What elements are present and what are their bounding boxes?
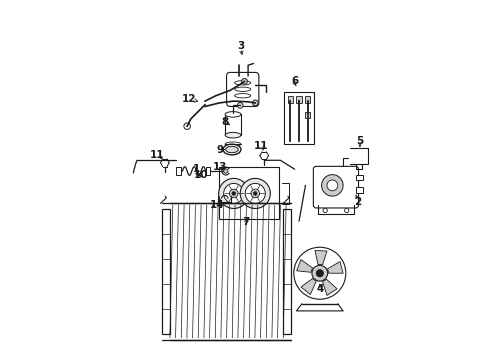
Circle shape <box>311 265 327 281</box>
Text: 2: 2 <box>353 197 360 207</box>
Text: 5: 5 <box>356 136 363 146</box>
Polygon shape <box>296 260 312 272</box>
Circle shape <box>321 175 343 196</box>
Bar <box>283 209 290 334</box>
Ellipse shape <box>234 94 250 98</box>
Bar <box>205 167 210 175</box>
Text: 1: 1 <box>192 164 199 174</box>
Text: 14: 14 <box>210 200 224 210</box>
Text: 4: 4 <box>315 284 323 294</box>
Text: 6: 6 <box>290 76 298 86</box>
Polygon shape <box>322 279 336 296</box>
Circle shape <box>240 179 270 208</box>
Bar <box>305 112 309 118</box>
Circle shape <box>183 123 190 130</box>
Bar <box>305 96 309 103</box>
Circle shape <box>229 189 238 198</box>
Ellipse shape <box>225 146 238 153</box>
Circle shape <box>223 169 227 173</box>
Polygon shape <box>327 262 343 273</box>
Circle shape <box>326 180 337 191</box>
Circle shape <box>244 183 265 203</box>
Ellipse shape <box>224 142 241 146</box>
Circle shape <box>241 78 247 84</box>
Bar <box>176 167 181 175</box>
Circle shape <box>218 179 248 208</box>
Bar <box>355 187 362 193</box>
Ellipse shape <box>234 87 250 91</box>
Circle shape <box>323 208 326 213</box>
Circle shape <box>231 192 235 195</box>
Text: 9: 9 <box>217 144 224 154</box>
Text: 8: 8 <box>221 117 228 127</box>
Ellipse shape <box>223 144 241 155</box>
Text: 12: 12 <box>182 94 196 104</box>
Bar <box>355 175 362 180</box>
Bar <box>169 203 283 339</box>
Ellipse shape <box>224 112 241 117</box>
Text: 7: 7 <box>242 217 249 227</box>
Circle shape <box>316 270 323 277</box>
Text: 3: 3 <box>237 41 244 50</box>
Bar <box>287 96 292 103</box>
Bar <box>162 209 169 334</box>
Bar <box>296 96 301 103</box>
FancyBboxPatch shape <box>226 72 258 107</box>
Circle shape <box>252 100 258 106</box>
Text: 11: 11 <box>253 141 267 151</box>
Circle shape <box>253 192 257 195</box>
Text: 11: 11 <box>149 150 163 160</box>
Polygon shape <box>314 251 326 265</box>
Circle shape <box>250 189 259 198</box>
Circle shape <box>237 103 243 108</box>
Text: 10: 10 <box>194 170 208 180</box>
Ellipse shape <box>234 81 250 85</box>
Circle shape <box>344 208 348 213</box>
Polygon shape <box>300 279 316 294</box>
Ellipse shape <box>224 132 241 138</box>
Bar <box>224 114 241 135</box>
Circle shape <box>223 183 244 203</box>
Text: 13: 13 <box>213 162 227 172</box>
Bar <box>219 167 278 220</box>
Bar <box>284 92 314 144</box>
FancyBboxPatch shape <box>313 166 358 208</box>
